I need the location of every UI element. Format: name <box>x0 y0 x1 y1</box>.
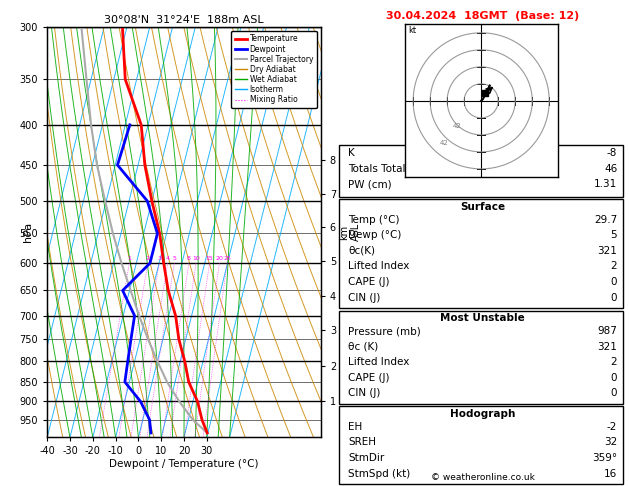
Bar <box>340 145 623 197</box>
Text: Lifted Index: Lifted Index <box>348 357 409 367</box>
Text: Hodograph: Hodograph <box>450 409 515 419</box>
Text: 321: 321 <box>598 246 617 256</box>
Text: -2: -2 <box>607 422 617 432</box>
Text: 2: 2 <box>611 261 617 272</box>
Text: 3: 3 <box>157 256 161 261</box>
Bar <box>340 406 623 484</box>
Text: 1.31: 1.31 <box>594 179 617 190</box>
Text: Totals Totals: Totals Totals <box>348 164 411 174</box>
Text: 8: 8 <box>187 256 191 261</box>
Text: Dewp (°C): Dewp (°C) <box>348 230 401 241</box>
Text: PW (cm): PW (cm) <box>348 179 392 190</box>
Text: Pressure (mb): Pressure (mb) <box>348 326 421 336</box>
Text: 42: 42 <box>453 123 462 129</box>
Text: 20: 20 <box>216 256 223 261</box>
Text: 0: 0 <box>611 293 617 303</box>
Y-axis label: km
ASL: km ASL <box>339 223 360 241</box>
Text: 1: 1 <box>128 256 131 261</box>
Text: CIN (J): CIN (J) <box>348 293 381 303</box>
Bar <box>340 199 623 308</box>
Text: 321: 321 <box>598 342 617 352</box>
Text: Most Unstable: Most Unstable <box>440 313 525 323</box>
Text: EH: EH <box>348 422 362 432</box>
Text: StmDir: StmDir <box>348 453 384 463</box>
Text: 359°: 359° <box>592 453 617 463</box>
Text: Surface: Surface <box>460 202 505 212</box>
Text: hPa: hPa <box>23 222 33 242</box>
Text: θᴄ (K): θᴄ (K) <box>348 342 379 352</box>
Text: SREH: SREH <box>348 437 376 448</box>
Legend: Temperature, Dewpoint, Parcel Trajectory, Dry Adiabat, Wet Adiabat, Isotherm, Mi: Temperature, Dewpoint, Parcel Trajectory… <box>231 31 317 108</box>
Text: kt: kt <box>408 26 416 35</box>
Text: CAPE (J): CAPE (J) <box>348 277 390 287</box>
Text: 2: 2 <box>146 256 150 261</box>
Text: K: K <box>348 148 355 158</box>
Text: -8: -8 <box>607 148 617 158</box>
Text: 987: 987 <box>598 326 617 336</box>
Text: 16: 16 <box>604 469 617 479</box>
Title: 30°08'N  31°24'E  188m ASL: 30°08'N 31°24'E 188m ASL <box>104 15 264 25</box>
X-axis label: Dewpoint / Temperature (°C): Dewpoint / Temperature (°C) <box>109 459 259 469</box>
Text: 0: 0 <box>611 277 617 287</box>
Text: 32: 32 <box>604 437 617 448</box>
Bar <box>340 311 623 404</box>
Text: 42: 42 <box>440 140 448 146</box>
Text: 5: 5 <box>172 256 176 261</box>
Text: Temp (°C): Temp (°C) <box>348 215 399 225</box>
Text: 25: 25 <box>223 256 231 261</box>
Text: StmSpd (kt): StmSpd (kt) <box>348 469 411 479</box>
Text: 30.04.2024  18GMT  (Base: 12): 30.04.2024 18GMT (Base: 12) <box>386 11 579 21</box>
Text: 15: 15 <box>206 256 213 261</box>
Text: CAPE (J): CAPE (J) <box>348 373 390 383</box>
Text: 2: 2 <box>611 357 617 367</box>
Text: 4: 4 <box>165 256 170 261</box>
Text: 46: 46 <box>604 164 617 174</box>
Text: 0: 0 <box>611 373 617 383</box>
Text: CIN (J): CIN (J) <box>348 388 381 399</box>
Text: © weatheronline.co.uk: © weatheronline.co.uk <box>431 473 535 482</box>
Text: Lifted Index: Lifted Index <box>348 261 409 272</box>
Text: θᴄ(K): θᴄ(K) <box>348 246 376 256</box>
Text: 0: 0 <box>611 388 617 399</box>
Text: 10: 10 <box>192 256 200 261</box>
Text: 29.7: 29.7 <box>594 215 617 225</box>
Text: 5: 5 <box>611 230 617 241</box>
